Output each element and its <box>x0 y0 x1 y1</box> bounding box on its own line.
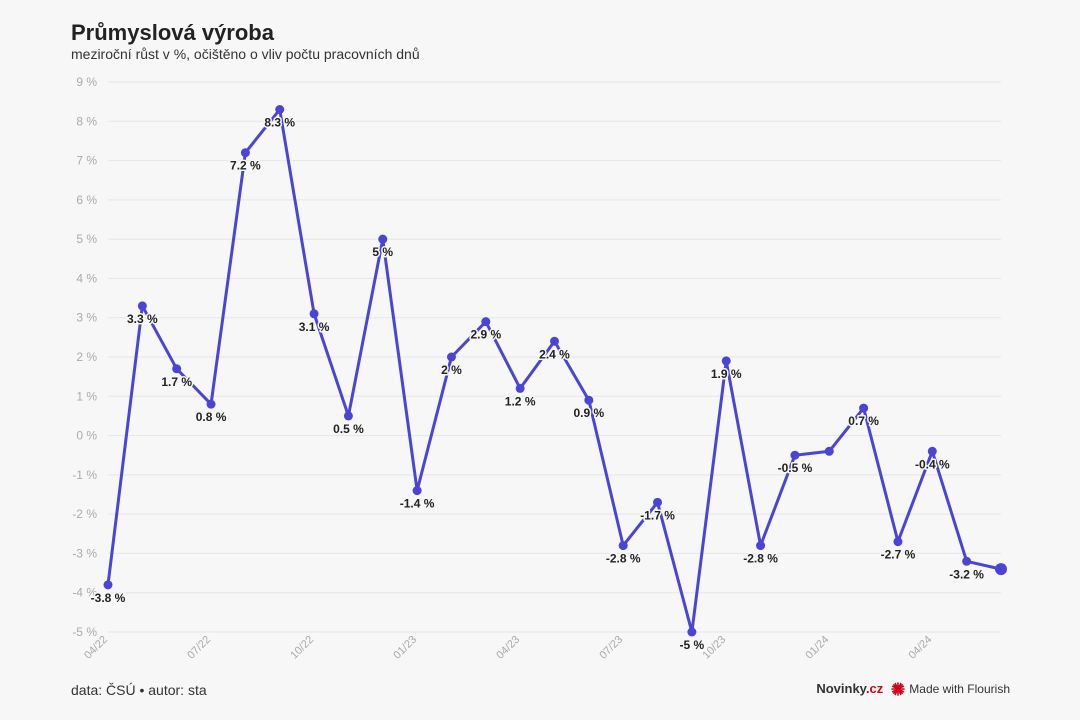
y-tick-label: -5 % <box>72 625 97 639</box>
x-tick-label: 10/22 <box>288 634 316 662</box>
data-label: 0.9 % <box>574 406 605 420</box>
data-label: 1.7 % <box>161 375 192 389</box>
data-label: 1.9 % <box>711 367 742 381</box>
y-axis: 9 % 8 % 7 % 6 % 5 % 4 % 3 % 2 % 1 % 0 % -1 % -2 % -3… <box>72 75 97 639</box>
data-point[interactable] <box>481 317 491 327</box>
brand-name: Novinky <box>816 681 866 696</box>
line-chart: 9 %8 %7 %6 %5 %4 %3 %2 %1 %0 %-1 %-2 %-3… <box>72 75 1007 662</box>
data-point[interactable] <box>103 580 113 590</box>
data-label: 2.4 % <box>539 347 570 361</box>
x-tick-label: 10/23 <box>700 634 728 662</box>
data-point[interactable] <box>618 541 628 551</box>
data-point[interactable] <box>309 309 319 319</box>
data-label: 0.5 % <box>333 422 364 436</box>
y-tick-label: 5 % <box>76 232 97 246</box>
x-tick-label: 01/24 <box>803 634 831 662</box>
data-labels: -3.8 % 3.3 % 1.7 % 0.8 % 7.2 % 8.3 % 3.1 % 0.5 … <box>89 114 986 654</box>
data-label: 3.1 % <box>299 320 330 334</box>
data-point[interactable] <box>859 403 869 413</box>
data-point[interactable] <box>824 446 834 456</box>
data-label: -1.7 % <box>640 508 675 522</box>
data-points <box>103 105 1007 637</box>
y-tick-label: 0 % <box>76 429 97 443</box>
data-label: 0.7 % <box>848 414 879 428</box>
data-point[interactable] <box>550 336 559 346</box>
data-label: 7.2 % <box>230 159 261 173</box>
y-tick-label: -2 % <box>72 507 97 521</box>
x-axis: 04/22 07/22 10/22 01/23 04/23 07/23 10/23 01/24… <box>82 634 934 662</box>
y-tick-label: 4 % <box>76 271 97 285</box>
data-label: -5 % <box>680 638 705 652</box>
data-point[interactable] <box>653 497 663 507</box>
y-tick-label: 1 % <box>76 389 97 403</box>
data-point[interactable] <box>721 356 731 366</box>
data-point[interactable] <box>378 234 388 244</box>
flourish-credit[interactable]: Made with Flourish <box>891 682 1010 696</box>
data-point[interactable] <box>515 383 525 393</box>
data-point[interactable] <box>584 395 594 405</box>
data-point[interactable] <box>962 556 972 566</box>
flourish-icon <box>891 681 906 696</box>
data-point[interactable] <box>756 541 766 551</box>
x-tick-label: 04/24 <box>906 634 934 662</box>
brand-domain: .cz <box>865 681 884 696</box>
chart-subtitle: meziroční růst v %, očištěno o vliv počt… <box>71 46 420 62</box>
data-point[interactable] <box>137 301 147 311</box>
data-point[interactable] <box>927 446 937 456</box>
x-tick-label: 04/23 <box>494 634 522 662</box>
novinky-logo[interactable]: Novinky.cz <box>816 681 883 696</box>
y-tick-label: 2 % <box>76 350 97 364</box>
data-label: -3.2 % <box>949 567 984 581</box>
data-label: 8.3 % <box>264 116 295 130</box>
data-point[interactable] <box>172 364 182 374</box>
data-point[interactable] <box>790 450 800 460</box>
y-tick-label: 9 % <box>76 75 97 89</box>
data-label: -0.4 % <box>915 457 950 471</box>
y-tick-label: -4 % <box>72 586 97 600</box>
y-tick-label: 6 % <box>76 193 97 207</box>
data-point[interactable] <box>343 411 353 421</box>
data-label: -2.8 % <box>606 552 641 566</box>
data-point[interactable] <box>893 537 903 547</box>
data-label: -1.4 % <box>400 497 435 511</box>
source-note: data: ČSÚ • autor: sta <box>71 682 207 698</box>
data-label: 1.2 % <box>505 394 536 408</box>
footer-branding: Novinky.cz Made with Flourish <box>816 681 1010 696</box>
data-point[interactable] <box>275 105 285 114</box>
data-point[interactable] <box>446 352 456 362</box>
data-point[interactable] <box>412 486 422 496</box>
x-tick-label: 07/23 <box>597 634 625 662</box>
y-tick-label: -3 % <box>72 546 97 560</box>
flourish-text: Made with Flourish <box>909 681 1010 696</box>
data-point[interactable] <box>240 148 250 158</box>
data-label: 2 % <box>441 363 462 377</box>
y-tick-label: -1 % <box>72 468 97 482</box>
data-point[interactable] <box>206 399 216 409</box>
data-label: -0.5 % <box>778 461 813 475</box>
data-label: 0.8 % <box>196 410 227 424</box>
chart-title: Průmyslová výroba <box>71 20 274 45</box>
x-tick-label: 01/23 <box>391 634 419 662</box>
x-tick-label: 07/22 <box>185 634 213 662</box>
y-tick-label: 3 % <box>76 311 97 325</box>
data-point[interactable] <box>687 627 697 637</box>
gridlines <box>108 81 1001 633</box>
y-tick-label: 7 % <box>76 154 97 168</box>
data-label: -3.8 % <box>91 591 126 605</box>
y-tick-label: 8 % <box>76 114 97 128</box>
data-point[interactable] <box>995 563 1007 576</box>
data-label: 3.3 % <box>127 312 158 326</box>
data-label: 5 % <box>372 245 393 259</box>
data-label: -2.8 % <box>743 552 778 566</box>
data-label: 2.9 % <box>470 328 501 342</box>
data-label: -2.7 % <box>881 548 916 562</box>
